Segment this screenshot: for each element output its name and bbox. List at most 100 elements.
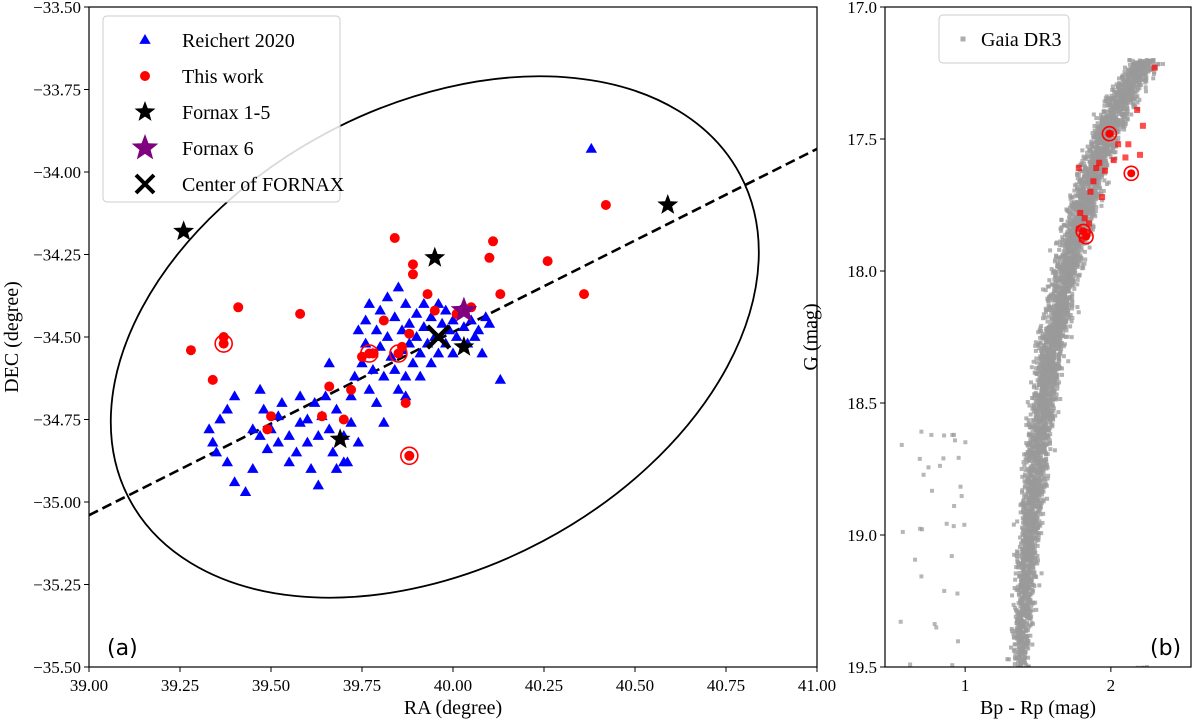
this-work-point — [407, 259, 418, 270]
gaia-dr3-point — [1122, 69, 1127, 74]
gaia-dr3-point — [1113, 116, 1118, 121]
gaia-dr3-point — [1089, 139, 1094, 144]
gaia-dr3-point — [1043, 370, 1048, 375]
panel-b-ytick-label: 18.5 — [847, 394, 877, 413]
gaia-dr3-point — [1038, 376, 1043, 381]
gaia-dr3-point — [1051, 291, 1056, 296]
gaia-dr3-point — [1104, 113, 1109, 118]
gaia-dr3-point — [1015, 655, 1020, 660]
gaia-dr3-point — [1093, 188, 1098, 193]
gaia-dr3-point — [1028, 412, 1033, 417]
panel-a-sky-map: 39.00 39.25 39.50 39.75 40.00 40.25 40.50 40.75… — [1, 0, 836, 719]
gaia-dr3-point — [1021, 526, 1026, 531]
reichert-2020-point — [476, 347, 488, 358]
panel-a-xtick-label: 39.75 — [343, 676, 381, 695]
gaia-dr3-point — [1064, 231, 1069, 236]
gaia-dr3-point — [1125, 72, 1130, 77]
gaia-dr3-point — [1019, 652, 1024, 657]
gaia-dr3-point — [930, 488, 935, 493]
gaia-dr3-point — [1075, 252, 1080, 257]
gaia-dr3-point — [1067, 289, 1072, 294]
reichert-2020-point — [410, 307, 423, 318]
gaia-dr3-point — [1015, 519, 1020, 524]
gaia-dr3-point — [950, 663, 955, 667]
gaia-dr3-point — [1042, 364, 1047, 369]
gaia-dr3-point — [1061, 310, 1066, 315]
reichert-2020-point — [214, 413, 226, 424]
reichert-2020-point — [418, 321, 430, 331]
reichert-2020-point — [378, 416, 390, 427]
gaia-dr3-point — [1145, 668, 1149, 672]
gaia-dr3-point — [1040, 385, 1045, 390]
gaia-dr3-point — [1068, 248, 1073, 253]
gaia-dr3-point — [1099, 128, 1104, 133]
panel-b-cmd: 1 2 17.0 17.5 18.0 18.5 19.0 19.5 Bp - Rp (mag)… — [800, 0, 1192, 719]
gaia-dr3-point — [1067, 205, 1072, 210]
gaia-dr3-point — [1075, 194, 1080, 199]
gaia-dr3-point — [1056, 292, 1061, 297]
gaia-dr3-point — [1090, 172, 1095, 177]
gaia-dr3-point — [1095, 121, 1100, 126]
panel-a-ytick-label: −34.25 — [33, 246, 81, 265]
gaia-dr3-point — [1118, 109, 1123, 114]
gaia-dr3-point — [1031, 545, 1036, 550]
reichert-2020-point — [410, 331, 423, 341]
gaia-dr3-point — [1034, 489, 1039, 494]
gaia-dr3-point — [1040, 382, 1045, 387]
gaia-dr3-point — [1016, 591, 1021, 596]
panel-b-ytick-label: 18.0 — [847, 262, 877, 281]
gaia-dr3-point — [1090, 212, 1095, 217]
gaia-dr3-point — [1066, 241, 1071, 246]
reichert-2020-point — [403, 317, 416, 328]
gaia-dr3-point — [1043, 425, 1048, 430]
gaia-dr3-point — [1040, 433, 1045, 438]
gaia-dr3-point — [1029, 365, 1034, 370]
panel-a-ytick-label: −34.00 — [33, 163, 81, 182]
gaia-dr3-point — [951, 524, 956, 529]
gaia-dr3-point — [1035, 481, 1040, 486]
gaia-dr3-point — [1103, 96, 1108, 101]
gaia-dr3-point — [1039, 571, 1044, 576]
gaia-dr3-point — [1046, 352, 1051, 357]
gaia-dr3-point — [1072, 268, 1077, 273]
gaia-dr3-point — [1036, 444, 1041, 449]
gaia-dr3-point — [1050, 363, 1055, 368]
gaia-dr3-point — [1016, 563, 1021, 568]
gaia-dr3-point — [1032, 370, 1037, 375]
gaia-dr3-point — [908, 662, 913, 667]
gaia-dr3-point — [1050, 296, 1055, 301]
gaia-dr3-point — [1029, 558, 1034, 563]
gaia-dr3-point — [956, 455, 961, 460]
gaia-dr3-point — [1031, 501, 1036, 506]
gaia-dr3-point — [1051, 353, 1056, 358]
gaia-dr3-point — [1064, 301, 1069, 306]
gaia-dr3-point — [1022, 517, 1027, 522]
gaia-dr3-point — [1053, 413, 1058, 418]
gaia-dr3-point — [1051, 385, 1056, 390]
gaia-dr3-point — [1038, 403, 1043, 408]
gaia-dr3-point — [1012, 552, 1017, 557]
gaia-dr3-point — [1078, 259, 1083, 264]
gaia-dr3-point — [1051, 333, 1056, 338]
reichert-2020-point — [301, 413, 314, 424]
gaia-dr3-point — [1126, 67, 1131, 72]
gaia-dr3-point — [1124, 107, 1129, 112]
gaia-dr3-point — [1048, 383, 1053, 388]
gaia-dr3-point — [1149, 675, 1153, 679]
gaia-dr3-point — [1097, 125, 1102, 130]
gaia-dr3-point — [1017, 653, 1022, 658]
panel-a-ylabel: DEC (degree) — [1, 281, 23, 393]
gaia-dr3-point — [1046, 349, 1051, 354]
panel-b-ytick-label: 19.0 — [847, 526, 877, 545]
fornax-1-5-point — [453, 335, 475, 356]
reichert-2020-point — [399, 298, 412, 308]
gaia-dr3-point — [1083, 257, 1088, 262]
gaia-dr3-point — [1041, 469, 1046, 474]
gaia-dr3-point — [1082, 161, 1087, 166]
gaia-dr3-point — [1063, 241, 1068, 246]
gaia-dr3-point — [1049, 267, 1054, 272]
gaia-dr3-point — [1033, 340, 1038, 345]
gaia-dr3-point — [1054, 240, 1059, 245]
reichert-2020-point — [374, 340, 386, 351]
